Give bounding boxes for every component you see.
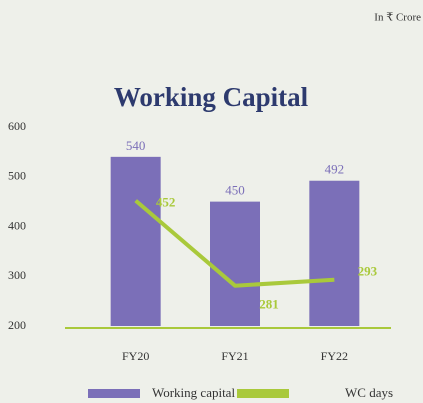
y-tick-label: 300 <box>8 268 26 282</box>
y-tick-label: 500 <box>8 169 26 183</box>
x-tick-label: FY20 <box>122 349 149 363</box>
bar-value-label: 540 <box>126 138 146 153</box>
bar <box>110 156 161 326</box>
legend-swatch <box>237 389 289 398</box>
line-value-label: 281 <box>259 297 279 312</box>
legend-swatch <box>88 389 140 398</box>
line-value-label: 452 <box>156 195 176 210</box>
y-tick-label: 400 <box>8 218 26 232</box>
bar <box>309 180 360 326</box>
legend-label: WC days <box>345 385 393 400</box>
bar-value-label: 492 <box>325 162 345 177</box>
line <box>134 199 335 288</box>
chart-title: Working Capital <box>114 82 309 112</box>
bar-value-label: 450 <box>225 183 245 198</box>
unit-note: In ₹ Crore <box>374 12 421 24</box>
y-tick-label: 600 <box>8 119 26 133</box>
x-tick-label: FY22 <box>321 349 348 363</box>
bar <box>210 201 260 326</box>
legend-label: Working capital <box>152 385 235 400</box>
x-tick-label: FY21 <box>221 349 248 363</box>
y-tick-label: 200 <box>8 318 26 332</box>
line-value-label: 293 <box>358 264 378 279</box>
